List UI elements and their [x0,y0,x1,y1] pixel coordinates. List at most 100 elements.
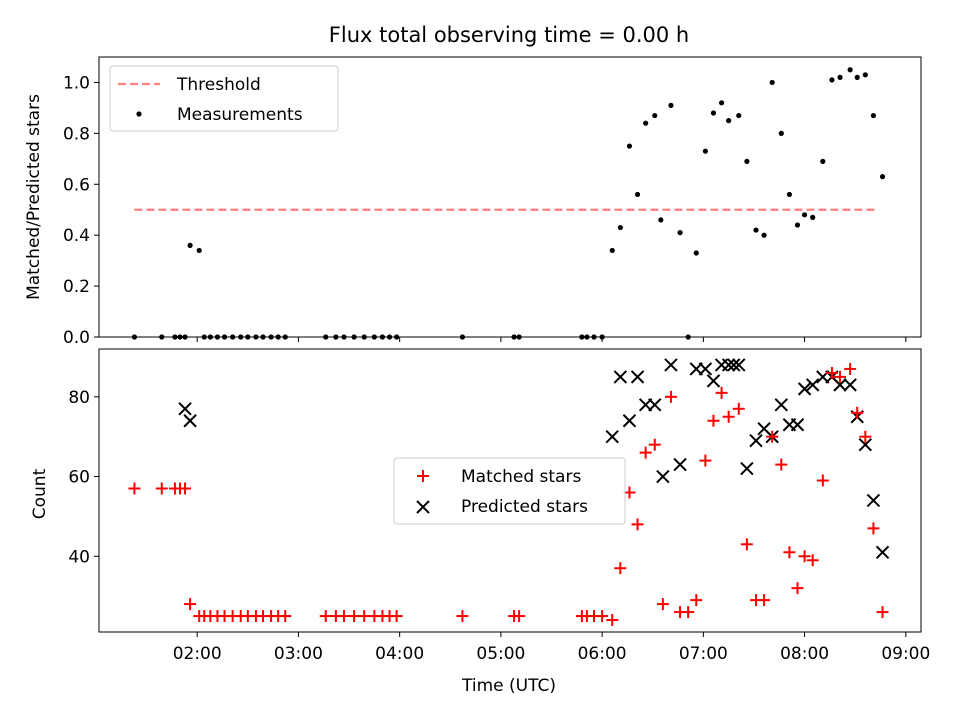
predicted-star-marker [833,378,847,392]
x-tick-label: 04:00 [375,644,424,664]
matched-star-marker [851,406,864,419]
measurement-point [794,222,801,228]
matched-star-marker [155,482,168,495]
predicted-star-marker [790,418,805,432]
x-tick-label: 06:00 [578,644,627,664]
matched-star-marker [715,386,728,399]
measurement-point [245,334,251,340]
measurement-point [753,227,759,233]
measurement-point [361,334,367,340]
matched-star-marker [279,610,292,623]
predicted-star-marker [805,378,820,392]
matched-star-marker [128,482,141,495]
measurement-point [268,334,274,340]
predicted-star-marker [740,461,754,476]
measurement-point [710,110,717,116]
measurement-point [702,148,708,154]
measurement-point [837,74,843,80]
measurement-point [643,120,649,126]
matched-star-marker [844,362,857,375]
bottom-y-tick-label: 80 [68,388,90,408]
predicted-star-marker [178,402,192,416]
measurement-point [333,334,339,340]
x-tick-label: 09:00 [881,644,930,664]
top-y-tick-label: 0.4 [63,226,90,246]
measurement-point [187,242,193,248]
measurement-point [341,334,347,340]
measurement-point [459,334,466,340]
matched-legend-label: Matched stars [461,467,581,487]
measurement-point [386,334,393,340]
matched-star-marker [775,458,788,471]
bottom-legend: Matched stars Predicted stars [393,457,626,525]
matched-star-marker [648,438,661,451]
measurement-point [214,334,221,340]
predicted-legend-label: Predicted stars [461,497,588,517]
predicted-star-marker [648,398,662,412]
measurements-legend-label: Measurements [177,105,303,125]
measurement-point [282,334,288,340]
top-y-tick-label: 0.6 [63,175,90,195]
measurement-point [652,112,658,119]
measurement-point [172,334,178,340]
measurement-point [726,118,732,124]
top-y-axis: 0.0 0.2 0.4 0.6 0.8 1.0 [63,73,99,348]
measurement-point [238,334,244,340]
predicted-legend-swatch [416,500,430,514]
bottom-plot-frame [98,348,922,633]
measurement-point [159,334,165,340]
measurement-point [182,334,188,340]
measurement-point [201,334,207,340]
measurement-point [394,334,400,340]
predicted-star-marker [706,374,721,388]
top-plot-frame [98,56,922,338]
x-tick-label: 02:00 [173,644,222,664]
measurement-point [786,191,792,198]
bottom-legend-box [393,457,626,525]
x-tick-label: 03:00 [274,644,323,664]
matched-star-marker [740,538,753,551]
x-axis-label: Time (UTC) [461,676,556,696]
measurement-point [609,247,615,254]
matched-star-marker [816,474,829,487]
top-y-tick-label: 0.8 [63,124,90,144]
measurement-point [668,102,674,108]
measurement-point [778,130,784,136]
matched-star-marker [596,610,609,623]
matched-star-marker [690,594,703,607]
predicted-star-marker [866,493,881,508]
measurement-point [599,334,605,340]
predicted-star-marker [613,370,628,384]
measurement-point [810,214,816,220]
matched-star-marker [337,610,350,623]
measurement-point [626,143,633,149]
predicted-star-marker [673,457,687,472]
predicted-star-marker [622,414,637,428]
matched-points [128,362,889,627]
top-y-tick-label: 0.0 [63,328,90,348]
bottom-x-axis: 02:00 03:00 04:00 05:00 06:00 07:00 08:00 09:00 [173,632,930,664]
top-panel: 0.0 0.2 0.4 0.6 0.8 1.0 Matched/Predicted sta… [24,56,922,348]
measurement-point [379,334,386,340]
matched-star-marker [184,598,197,611]
matched-star-marker [783,546,796,559]
matched-star-marker [513,610,526,623]
measurement-point [693,250,699,256]
bottom-y-tick-label: 40 [68,547,90,567]
predicted-star-marker [698,362,713,376]
measurement-point [854,74,860,80]
matched-star-marker [656,598,669,611]
predicted-star-marker [875,545,890,559]
x-tick-label: 08:00 [780,644,829,664]
matched-legend-swatch [417,470,429,482]
matched-star-marker [358,610,371,623]
top-legend-box [109,65,339,132]
matched-star-marker [348,610,361,623]
matched-star-marker [867,522,880,535]
measurement-point [221,334,228,340]
matched-star-marker [699,454,712,467]
x-tick-label: 05:00 [476,644,525,664]
matched-star-marker [732,402,745,415]
matched-star-marker [614,562,627,575]
measurement-point [847,67,853,73]
